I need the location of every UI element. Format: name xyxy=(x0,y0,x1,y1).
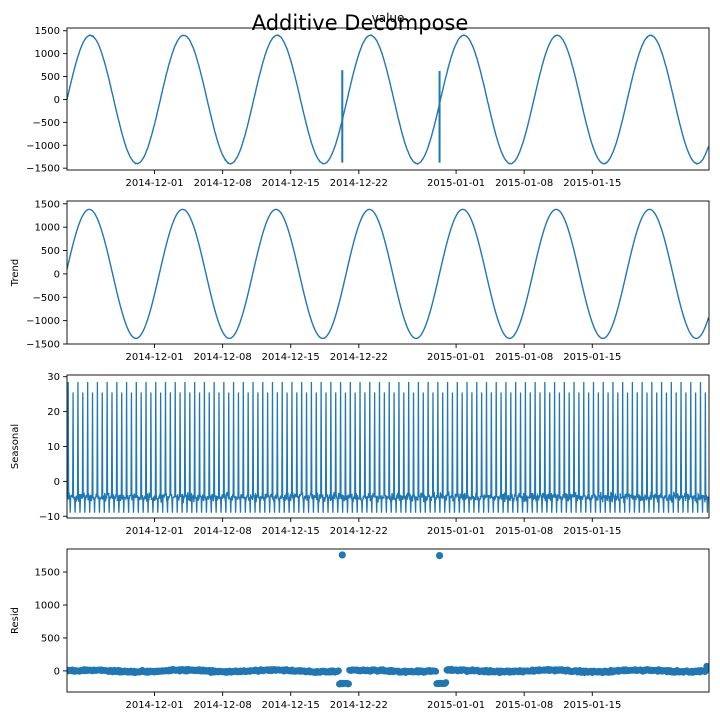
x-tick-label: 2015-01-15 xyxy=(563,352,621,363)
y-tick-label: 500 xyxy=(41,72,60,83)
x-ticks: 2014-12-01 2014-12-08 2014-12-15 2014-12-22… xyxy=(125,344,621,363)
x-tick-label: 2015-01-15 xyxy=(563,700,621,711)
x-tick-label: 2014-12-01 xyxy=(125,700,183,711)
y-tick-label: 0 xyxy=(54,269,60,280)
y-tick-label: 1000 xyxy=(35,601,60,612)
y-ticks: −1500 −1000 −500 0 500 1000 1500 xyxy=(26,199,67,351)
y-tick-label: 0 xyxy=(54,477,60,488)
plot-area xyxy=(67,551,709,688)
y-tick-label: −1500 xyxy=(26,164,60,175)
x-tick-label: 2015-01-08 xyxy=(495,700,553,711)
y-axis-label: Seasonal xyxy=(10,424,21,469)
series-line xyxy=(67,208,709,340)
x-tick-label: 2015-01-01 xyxy=(427,700,485,711)
x-tick-label: 2014-12-08 xyxy=(194,526,252,537)
y-tick-label: −500 xyxy=(33,293,60,304)
axes-frame xyxy=(66,27,710,171)
resid-point xyxy=(432,668,440,675)
y-tick-label: 500 xyxy=(41,633,60,644)
x-ticks: 2014-12-01 2014-12-08 2014-12-15 2014-12-22… xyxy=(125,170,621,189)
x-tick-label: 2015-01-08 xyxy=(495,352,553,363)
x-tick-label: 2015-01-08 xyxy=(495,526,553,537)
plot-area xyxy=(67,381,709,513)
x-ticks: 2014-12-01 2014-12-08 2014-12-15 2014-12-22… xyxy=(125,692,621,711)
resid-point xyxy=(345,680,353,688)
y-ticks: −1500 −1000 −500 0 500 1000 1500 xyxy=(26,26,67,175)
y-tick-label: 10 xyxy=(47,442,60,453)
y-tick-label: 500 xyxy=(41,246,60,257)
x-tick-label: 2014-12-15 xyxy=(262,352,320,363)
plot-area xyxy=(67,208,709,340)
x-tick-label: 2014-12-08 xyxy=(194,700,252,711)
x-tick-label: 2014-12-15 xyxy=(262,700,320,711)
x-tick-label: 2015-01-15 xyxy=(563,526,621,537)
x-tick-label: 2015-01-01 xyxy=(427,352,485,363)
seasonal-panel: −10 0 10 20 30 2014-12-01 2014-12-08 2014-12-15… xyxy=(10,372,710,537)
y-tick-label: 0 xyxy=(54,95,60,106)
x-tick-label: 2014-12-08 xyxy=(194,352,252,363)
x-tick-label: 2015-01-01 xyxy=(427,526,485,537)
figure-title: Additive Decompose xyxy=(252,11,469,35)
axes-frame xyxy=(66,548,710,693)
y-tick-label: −1500 xyxy=(26,340,60,351)
x-tick-label: 2015-01-15 xyxy=(563,178,621,189)
x-ticks: 2014-12-01 2014-12-08 2014-12-15 2014-12-22… xyxy=(125,518,621,537)
resid-outlier-2 xyxy=(435,551,444,560)
y-axis-label: Trend xyxy=(10,259,21,287)
resid-point xyxy=(335,667,342,674)
seasonal-line xyxy=(67,381,709,513)
x-tick-label: 2014-12-08 xyxy=(194,178,252,189)
y-tick-label: 1000 xyxy=(35,223,60,234)
plot-area xyxy=(67,34,709,165)
resid-outlier-1 xyxy=(338,551,346,559)
y-tick-label: 20 xyxy=(47,407,60,418)
y-tick-label: −10 xyxy=(39,512,60,523)
x-tick-label: 2014-12-22 xyxy=(330,700,388,711)
y-tick-label: 1500 xyxy=(35,26,60,37)
x-tick-label: 2014-12-22 xyxy=(330,352,388,363)
x-tick-label: 2014-12-15 xyxy=(262,526,320,537)
y-tick-label: −1000 xyxy=(26,141,60,152)
y-tick-label: 1500 xyxy=(35,199,60,210)
resid-point xyxy=(442,679,450,686)
axes-frame xyxy=(66,200,710,345)
resid-point xyxy=(704,663,709,671)
y-tick-label: 1500 xyxy=(35,568,60,579)
x-tick-label: 2014-12-01 xyxy=(125,352,183,363)
y-ticks: −10 0 10 20 30 xyxy=(39,372,67,523)
y-tick-label: 1000 xyxy=(35,49,60,60)
x-tick-label: 2014-12-01 xyxy=(125,178,183,189)
resid-points xyxy=(67,551,709,688)
x-tick-label: 2014-12-15 xyxy=(262,178,320,189)
y-tick-label: −1000 xyxy=(26,316,60,327)
y-tick-label: −500 xyxy=(33,118,60,129)
x-tick-label: 2014-12-22 xyxy=(330,178,388,189)
y-tick-label: 0 xyxy=(54,666,60,677)
y-axis-label: Resid xyxy=(10,607,21,634)
x-tick-label: 2014-12-22 xyxy=(330,526,388,537)
x-tick-label: 2015-01-01 xyxy=(427,178,485,189)
x-tick-label: 2015-01-08 xyxy=(495,178,553,189)
x-tick-label: 2014-12-01 xyxy=(125,526,183,537)
series-line xyxy=(67,34,709,165)
y-tick-label: 30 xyxy=(47,372,60,383)
y-ticks: 0 500 1000 1500 xyxy=(35,568,67,677)
subplot-title: value xyxy=(372,11,405,25)
